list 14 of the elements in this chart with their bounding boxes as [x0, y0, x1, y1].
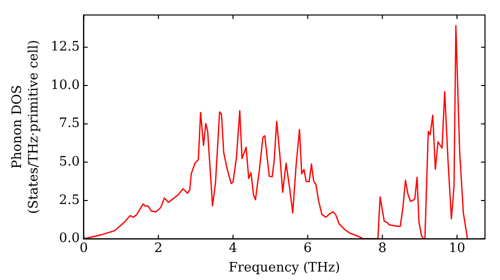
- x-tick-label: 0: [80, 240, 88, 256]
- y-tick-label: 5.0: [59, 154, 80, 170]
- y-axis-title: Phonon DOS (States/THz·primitive cell): [10, 40, 42, 214]
- x-axis-title: Frequency (THz): [228, 260, 340, 276]
- y-tick-label: 10.0: [50, 78, 80, 93]
- x-tick-label: 6: [304, 240, 312, 256]
- x-tick-label: 10: [448, 240, 466, 256]
- y-tick-label: 12.5: [50, 40, 80, 55]
- x-tick-label: 2: [154, 240, 163, 256]
- x-tick-label: 4: [228, 240, 238, 256]
- x-tick-label: 8: [378, 240, 386, 256]
- y-tick-label: 2.5: [59, 192, 80, 208]
- y-tick-label: 0.0: [59, 231, 80, 246]
- y-tick-label: 7.5: [59, 116, 80, 132]
